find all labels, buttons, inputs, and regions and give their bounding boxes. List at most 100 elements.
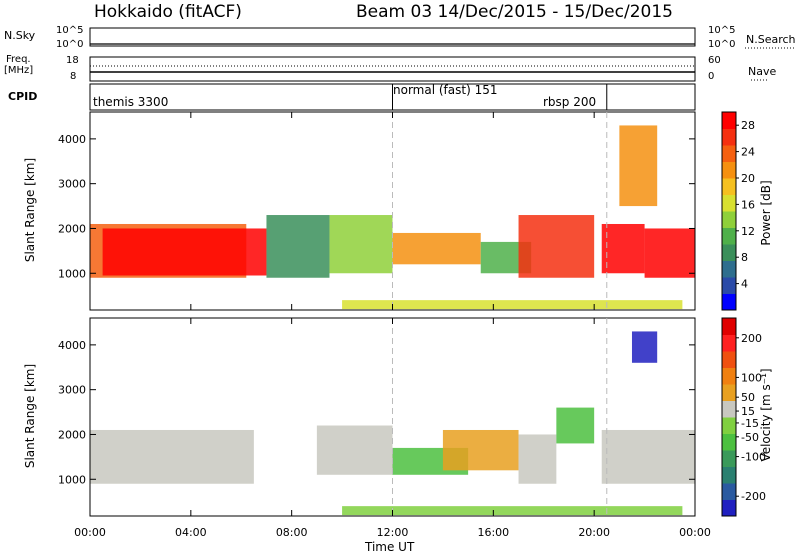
velocity-colorbar-cell (722, 433, 736, 451)
nsky-label: N.Sky (4, 29, 36, 42)
time-xlabel: Time UT (365, 540, 415, 554)
power-colorbar-cell (722, 112, 736, 129)
velocity-colorbar-cell (722, 417, 736, 434)
xtick-label: 16:00 (477, 526, 509, 539)
power-region-5 (392, 232, 481, 265)
velocity-colorbar-cell (722, 318, 736, 335)
power-colorbar-cell (722, 178, 736, 195)
power-colorbar-cell (722, 145, 736, 162)
power-data-layer (90, 125, 695, 310)
cpid-label: CPID (8, 90, 38, 103)
freq-left-bottom-tick: 8 (70, 71, 77, 82)
velocity-region-7 (601, 429, 695, 484)
noise-left-top-tick: 10^5 (56, 25, 84, 36)
velocity-colorbar-tick-label: -15 (741, 417, 759, 430)
power-colorbar-label: Power [dB] (759, 180, 773, 246)
velocity-panel-frame (89, 317, 696, 517)
freq-right-top-tick: 60 (708, 55, 721, 66)
power-colorbar-cell (722, 227, 736, 245)
power-colorbar-tick-label: 12 (741, 225, 755, 238)
velocity-colorbar-tick-label: 100 (741, 371, 762, 384)
velocity-colorbar-tick-label: 15 (741, 405, 755, 418)
power-colorbar-cell (722, 211, 736, 228)
power-ytick-label: 4000 (58, 133, 86, 146)
power-colorbar-cell (722, 260, 736, 278)
velocity-colorbar-tick-label: 50 (741, 391, 755, 404)
power-colorbar-tick-label: 28 (741, 119, 755, 132)
cpid-segment-1: themis 3300 (93, 95, 169, 109)
xtick-label: 12:00 (377, 526, 409, 539)
power-region-3 (266, 215, 330, 278)
velocity-ytick-label: 2000 (58, 428, 86, 441)
power-region-10 (342, 300, 683, 310)
velocity-region-8 (631, 331, 658, 363)
velocity-colorbar-cell (722, 384, 736, 401)
power-region-8 (601, 223, 645, 274)
beam-date-label: Beam 03 14/Dec/2015 - 15/Dec/2015 (356, 2, 673, 22)
power-ytick-label: 3000 (58, 178, 86, 191)
noise-right-bottom-tick: 10^0 (708, 39, 736, 50)
power-colorbar-cell (722, 161, 736, 179)
power-colorbar-frame (721, 111, 737, 311)
velocity-colorbar (722, 318, 736, 517)
power-colorbar-tick-label: 16 (741, 198, 755, 211)
velocity-colorbar-frame (721, 317, 737, 517)
cpid-segment-2: normal (fast) 151 (393, 83, 498, 97)
power-ytick-label: 1000 (58, 267, 86, 280)
power-colorbar-cell (722, 277, 736, 294)
power-colorbar-cell (722, 293, 736, 311)
velocity-colorbar-tick-label: -50 (741, 431, 759, 444)
power-region-11 (619, 125, 658, 207)
velocity-data-layer (90, 331, 695, 516)
velocity-ytick-label: 1000 (58, 473, 86, 486)
velocity-region-1 (90, 429, 254, 484)
xtick-label: 20:00 (578, 526, 610, 539)
velocity-ylabel: Slant Range [km] (23, 363, 37, 469)
freq-left-top-tick: 18 (66, 55, 79, 66)
velocity-colorbar-label: Velocity [m s⁻¹] (759, 368, 773, 462)
power-colorbar-tick-label: 24 (741, 146, 755, 159)
velocity-colorbar-cell (722, 334, 736, 352)
xtick-label: 00:00 (679, 526, 711, 539)
xtick-label: 08:00 (276, 526, 308, 539)
freq-panel-frame (89, 56, 696, 82)
velocity-ytick-label: 4000 (58, 339, 86, 352)
power-colorbar-tick-label: 20 (741, 172, 755, 185)
velocity-colorbar-cell (722, 499, 736, 517)
velocity-region-2 (316, 425, 393, 475)
cpid-segment-3: rbsp 200 (543, 95, 597, 109)
velocity-colorbar-cell (722, 450, 736, 467)
velocity-colorbar-cell (722, 367, 736, 385)
power-ylabel: Slant Range [km] (23, 157, 37, 263)
freq-unit-label: [MHz] (4, 65, 34, 76)
plot-title: Hokkaido (fitACF) (94, 2, 242, 22)
noise-left-bottom-tick: 10^0 (56, 39, 84, 50)
power-ytick-label: 2000 (58, 222, 86, 235)
velocity-colorbar-tick-label: -200 (741, 490, 766, 503)
nave-label: Nave (748, 65, 777, 78)
freq-label: Freq. (6, 54, 31, 65)
nsearch-label: N.Search (746, 33, 796, 46)
noise-right-top-tick: 10^5 (708, 25, 736, 36)
velocity-colorbar-tick-label: 200 (741, 332, 762, 345)
velocity-colorbar-cell (722, 483, 736, 500)
power-panel-frame (89, 111, 696, 311)
power-colorbar-cell (722, 194, 736, 212)
power-region-2 (102, 228, 267, 276)
power-region-9 (644, 228, 695, 278)
velocity-region-4 (442, 429, 519, 471)
power-region-4 (329, 215, 393, 274)
velocity-colorbar-tick-label: -100 (741, 451, 766, 464)
velocity-region-6 (556, 407, 595, 444)
velocity-region-5 (518, 434, 557, 484)
velocity-colorbar-cell (722, 466, 736, 484)
noise-panel-frame (89, 27, 696, 47)
velocity-colorbar-cell (722, 400, 736, 418)
velocity-ytick-label: 3000 (58, 384, 86, 397)
power-colorbar-cell (722, 244, 736, 261)
xtick-label: 04:00 (175, 526, 207, 539)
velocity-colorbar-cell (722, 351, 736, 368)
power-colorbar-tick-label: 8 (741, 251, 748, 264)
